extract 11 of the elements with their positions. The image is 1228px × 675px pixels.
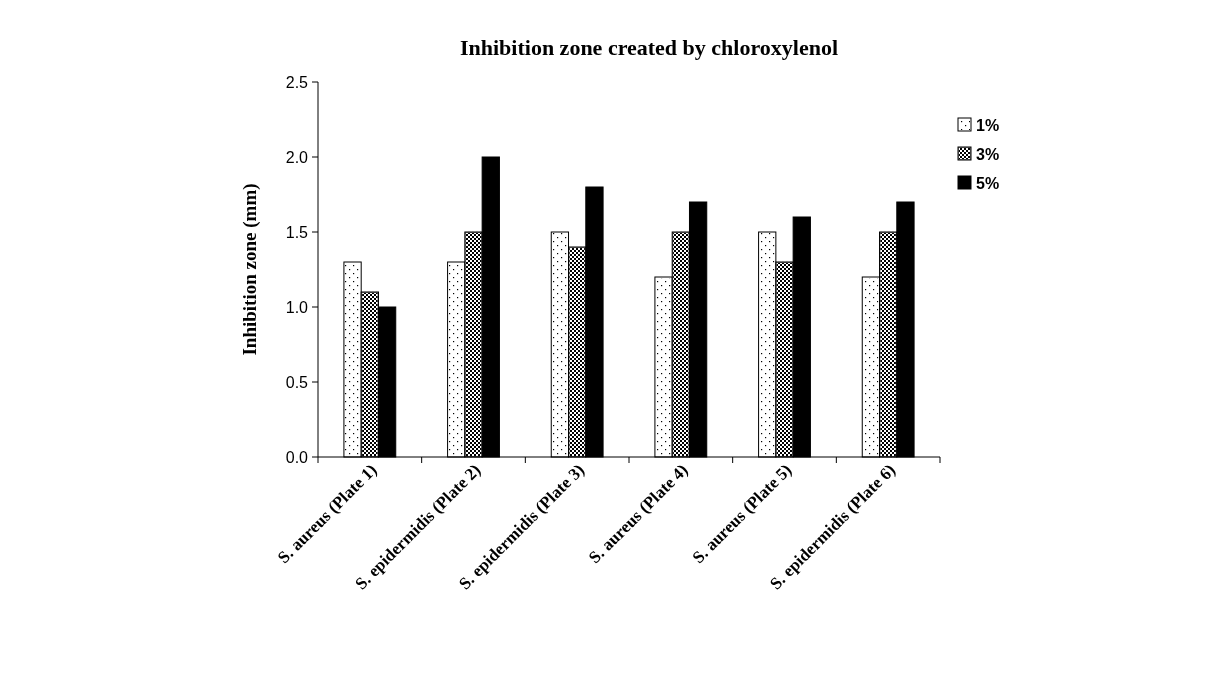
- y-tick-label: 0.0: [285, 448, 309, 466]
- y-tick-label: 1.0: [285, 298, 309, 316]
- chart-title: Inhibition zone created by chloroxylenol: [459, 35, 839, 60]
- legend-label: 5%: [976, 174, 1000, 192]
- y-tick-label: 2.5: [285, 73, 309, 91]
- y-tick-label: 1.5: [285, 223, 309, 241]
- legend-label: 3%: [976, 145, 1000, 163]
- y-tick-label: 0.5: [285, 373, 309, 391]
- y-tick-label: 2.0: [285, 148, 309, 166]
- legend-label: 1%: [976, 116, 1000, 134]
- y-axis-title: Inhibition zone (mm): [239, 183, 261, 356]
